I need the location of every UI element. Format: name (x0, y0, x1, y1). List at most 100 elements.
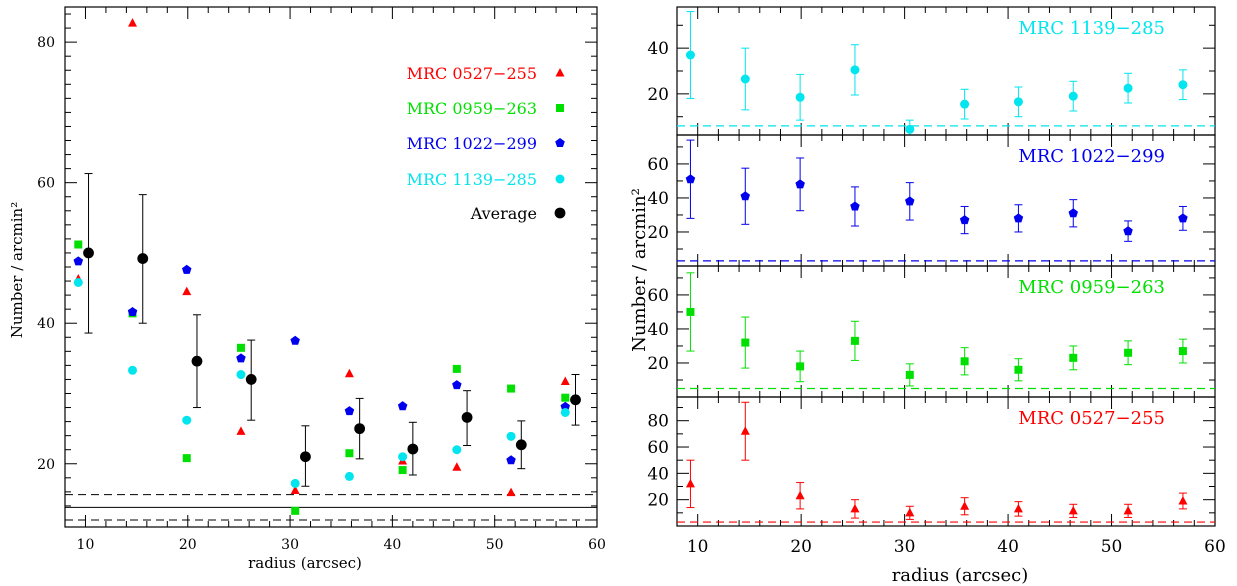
data-point (1068, 91, 1078, 101)
series (73, 18, 570, 497)
legend-label: MRC 1022−299 (407, 134, 537, 153)
data-point (128, 18, 138, 27)
y-tick-label: 20 (647, 223, 669, 243)
x-tick-label: 20 (790, 537, 812, 557)
data-point (850, 336, 859, 345)
y-tick-label: 60 (647, 155, 669, 175)
data-point (397, 401, 408, 411)
right-x-axis-label: radius (arcsec) (892, 565, 1029, 586)
series (74, 240, 570, 515)
average-point (245, 374, 257, 385)
legend-marker (555, 174, 565, 184)
data-point (73, 277, 83, 287)
data-point (452, 445, 462, 455)
data-point (74, 240, 83, 249)
average-point (300, 451, 311, 463)
data-point (960, 501, 970, 510)
average-point (137, 253, 149, 264)
series (83, 173, 581, 487)
data-point (905, 370, 914, 379)
y-tick-label: 60 (647, 286, 669, 306)
data-point (685, 174, 696, 184)
data-point (506, 431, 516, 441)
data-point (1124, 348, 1133, 357)
data-point (1123, 83, 1133, 93)
x-tick-label: 60 (588, 537, 606, 553)
data-point (796, 362, 805, 371)
y-tick-label: 40 (647, 39, 669, 59)
data-point (452, 364, 461, 373)
data-point (290, 478, 300, 488)
data-point (1123, 505, 1133, 515)
data-point (1178, 347, 1187, 356)
panel-3: 20 40 60 MRC 0959−263 (647, 265, 1216, 398)
y-tick-label: 20 (647, 354, 669, 374)
data-point (905, 507, 915, 517)
plot-frame (64, 6, 598, 528)
x-tick-label: 50 (1101, 537, 1123, 557)
y-tick-label: 40 (37, 316, 55, 332)
data-point (182, 286, 192, 296)
data-point (685, 478, 695, 488)
y-tick-label: 40 (647, 464, 669, 484)
y-tick-label: 60 (647, 438, 669, 458)
data-point (685, 50, 695, 60)
data-point (740, 191, 750, 201)
data-point (398, 452, 408, 462)
data-point (236, 353, 246, 363)
data-point (344, 406, 355, 416)
data-point (795, 490, 805, 500)
x-tick-label: 50 (486, 537, 504, 553)
data-point (1014, 365, 1023, 374)
x-tick-label: 10 (687, 537, 709, 557)
legend-marker (556, 104, 564, 112)
data-point (290, 335, 300, 345)
legend-label: MRC 0527−255 (407, 64, 537, 83)
data-point (850, 503, 860, 513)
data-point (1068, 208, 1078, 218)
data-point (1068, 505, 1078, 515)
data-point (452, 380, 462, 390)
data-point (73, 256, 84, 266)
data-point (960, 99, 970, 109)
data-point (452, 462, 462, 471)
panel-title: MRC 1139−285 (1018, 18, 1165, 39)
panel-title: MRC 0527−255 (1018, 408, 1165, 429)
x-tick-label: 40 (997, 537, 1019, 557)
y-tick-label: 20 (37, 457, 55, 473)
data-point (506, 487, 516, 497)
data-point (960, 357, 969, 366)
y-tick-label: 40 (647, 320, 669, 340)
data-point (560, 407, 570, 417)
legend-label: MRC 1139−285 (407, 170, 537, 189)
series (73, 277, 570, 488)
y-tick-label: 20 (647, 85, 669, 105)
data-point (1013, 213, 1024, 223)
right-y-axis-label: Number / arcmin² (629, 188, 650, 352)
y-tick-label: 60 (37, 176, 55, 192)
x-tick-label: 30 (894, 537, 916, 557)
left-chart-panel: 10 20 30 40 50 60 20 40 60 80 MRC 0527−255 MRC 0959… (37, 6, 606, 553)
average-point (191, 355, 203, 367)
panel-1: 20 40 MRC 1139−285 (647, 6, 1216, 136)
series (73, 256, 570, 465)
legend-label: MRC 0959−263 (407, 99, 537, 118)
right-chart-panels: 20 40 MRC 1139−285 20 40 60 MRC 1022−299 20 40 60… (647, 6, 1226, 557)
average-point (407, 443, 419, 455)
data-point (506, 455, 516, 465)
legend-marker (555, 68, 565, 77)
panel-title: MRC 1022−299 (1018, 146, 1165, 167)
data-point (741, 338, 750, 347)
legend-marker (554, 207, 566, 219)
average-point (461, 411, 473, 423)
panel-2: 20 40 60 MRC 1022−299 (647, 134, 1216, 267)
data-point (236, 343, 245, 352)
data-point (398, 466, 407, 475)
data-point (1123, 226, 1133, 236)
data-point (560, 376, 570, 386)
y-tick-label: 80 (647, 412, 669, 432)
data-point (686, 307, 695, 316)
data-point (740, 74, 750, 84)
x-tick-label: 20 (179, 537, 197, 553)
